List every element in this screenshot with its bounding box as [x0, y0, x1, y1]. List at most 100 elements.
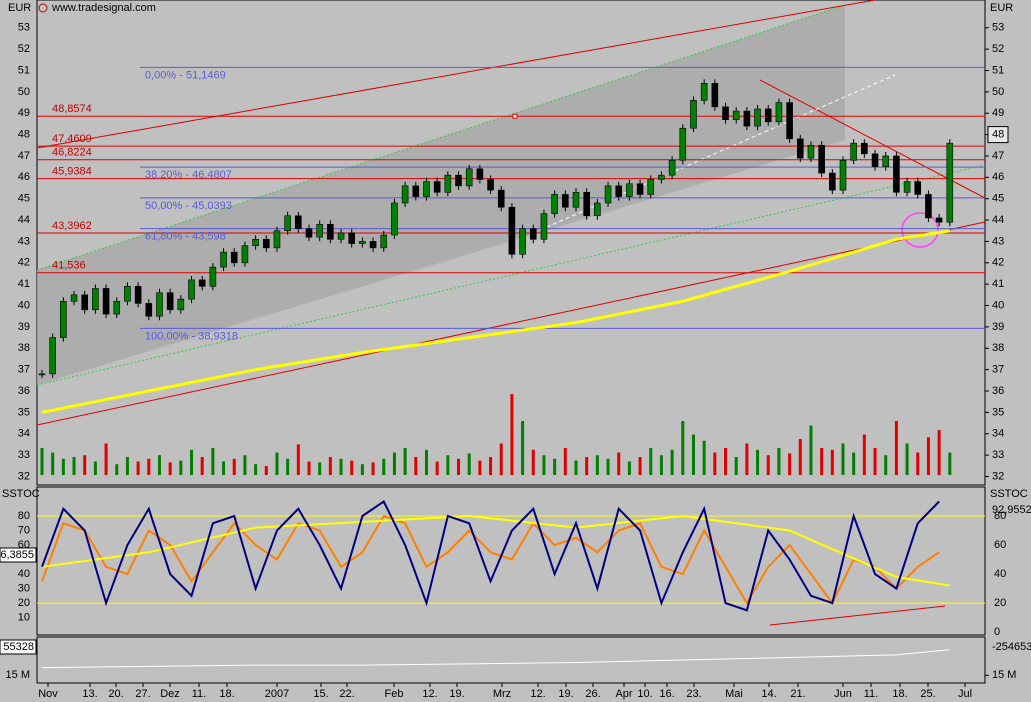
candle: [903, 181, 911, 193]
volume-bar: [553, 458, 557, 475]
volume-bar: [862, 434, 866, 475]
ma200: [41, 229, 951, 414]
candle: [49, 337, 56, 375]
y-tick-label-right: 49: [992, 107, 1004, 119]
volume-bar: [403, 448, 407, 475]
volume-bar: [691, 434, 695, 475]
date-label: Mrz: [493, 688, 511, 700]
candle: [658, 174, 665, 180]
y-tick-label-right: 47: [992, 150, 1004, 162]
candle: [497, 189, 505, 208]
level-label: 45,9384: [52, 166, 92, 178]
level-label: 43,3962: [52, 220, 92, 232]
y-tick-label-left: 41: [18, 278, 30, 290]
candle: [529, 228, 537, 240]
volume-bar: [360, 464, 364, 475]
date-label: 23.: [686, 688, 701, 700]
volume-bar: [638, 457, 642, 475]
candle: [562, 194, 569, 208]
y-tick-label-left: 39: [18, 321, 30, 333]
volume-bar: [937, 430, 941, 475]
trend-upper: [36, 0, 876, 149]
y-tick-label-right: 40: [992, 299, 1004, 311]
y-tick-label-left: 49: [18, 107, 30, 119]
candle: [508, 206, 516, 255]
volume-bar: [894, 421, 898, 475]
volume-bar: [83, 455, 87, 475]
volume-bar: [222, 461, 226, 475]
candle: [134, 285, 142, 304]
volume-bar: [798, 439, 802, 475]
volume-bar: [435, 461, 439, 475]
stoch-tick-left: 40: [18, 568, 30, 580]
stoch-tick-left: 10: [18, 611, 30, 623]
candle: [647, 179, 655, 195]
candle: [476, 168, 484, 180]
candle: [487, 179, 494, 191]
y-tick-label-left: 52: [18, 43, 30, 55]
logo: [38, 3, 48, 13]
volume-bar: [200, 457, 204, 475]
candle: [38, 373, 46, 376]
last-price-box: [987, 126, 1009, 144]
candle: [732, 110, 740, 120]
candle: [230, 251, 238, 264]
volume-bar: [830, 449, 834, 475]
volume-bar: [264, 466, 268, 475]
volume-bar: [179, 460, 183, 475]
y-tick-label-right: 46: [992, 171, 1004, 183]
volume-bar: [809, 425, 813, 475]
level-label: 47,4609: [52, 133, 92, 145]
divergence-line: [769, 605, 946, 626]
y-tick-label-right: 41: [992, 278, 1004, 290]
date-label: 18.: [219, 688, 234, 700]
volume-bar: [243, 455, 247, 475]
y-tick-label-right: 36: [992, 385, 1004, 397]
volume-bar: [499, 443, 503, 475]
candle: [786, 102, 793, 140]
volume-bar: [724, 448, 728, 475]
candle: [465, 168, 473, 187]
volume-bar: [296, 444, 300, 475]
candle: [220, 251, 227, 268]
y-tick-label-right: 53: [992, 22, 1004, 34]
volume-bar: [254, 464, 258, 475]
y-tick-label-right: 33: [992, 449, 1004, 461]
volume-bar: [926, 437, 930, 475]
date-label: Apr: [615, 688, 632, 700]
date-label: 19.: [558, 688, 573, 700]
y-tick-label-left: 51: [18, 64, 30, 76]
candle: [604, 185, 612, 204]
candle: [273, 230, 281, 249]
date-label: 13.: [82, 688, 97, 700]
candle: [262, 238, 270, 249]
y-tick-label-left: 34: [18, 428, 30, 440]
volume-bar: [467, 453, 471, 475]
candle: [241, 245, 249, 264]
volume-bar: [756, 449, 760, 475]
lower-tick-left: 15 M: [6, 669, 30, 681]
candle: [700, 83, 708, 101]
candle: [295, 215, 302, 229]
volume-bar: [307, 461, 311, 475]
date-label: 27.: [135, 688, 150, 700]
highlight-circle: [901, 212, 939, 248]
date-label: 10.: [637, 688, 652, 700]
stoch-tick-left: 20: [18, 597, 30, 609]
stoch-tick-right: 60: [994, 539, 1006, 551]
volume-bar: [446, 455, 450, 475]
candle: [455, 174, 462, 187]
volume-bar: [275, 452, 279, 475]
volume-bar: [777, 448, 781, 475]
y-tick-label-left: 38: [18, 342, 30, 354]
date-label: 20.: [108, 688, 123, 700]
volume-bar: [531, 449, 535, 475]
y-tick-label-right: 50: [992, 86, 1004, 98]
candle: [188, 279, 195, 300]
fib-label: 61,80% - 43,598: [145, 231, 226, 243]
volume-bar: [286, 458, 290, 475]
candle: [925, 194, 932, 219]
y-tick-label-right: 42: [992, 257, 1004, 269]
lower-panel: [36, 636, 986, 684]
